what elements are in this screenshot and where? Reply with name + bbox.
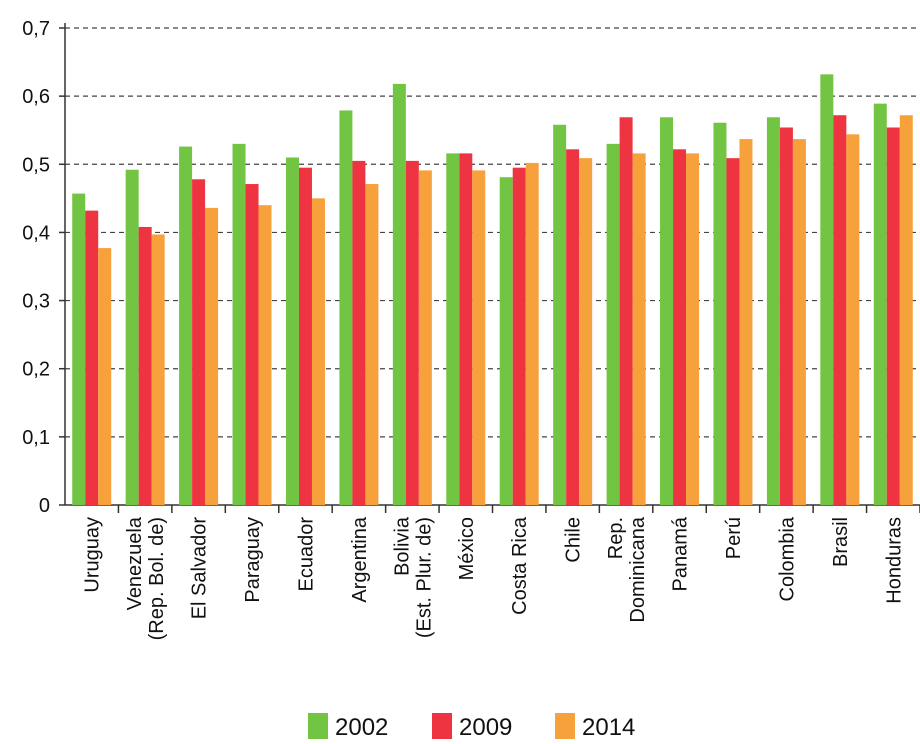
bar (512, 167, 526, 505)
x-tick-label: Venezuela (Rep. Bol. de) (124, 516, 168, 640)
bar (392, 83, 406, 506)
x-tick-label-line: El Salvador (189, 517, 211, 620)
bar (553, 124, 567, 506)
bar (606, 143, 620, 506)
x-tick-label-line: Bolivia (391, 516, 413, 576)
x-tick-label: México (456, 517, 478, 580)
y-tick-label: 0,6 (22, 86, 50, 108)
bar (713, 122, 727, 506)
bar (192, 179, 206, 505)
bar (873, 103, 887, 505)
bar (205, 207, 219, 505)
x-tick-label: Colombia (776, 516, 798, 601)
bar (833, 115, 847, 506)
bar (418, 170, 432, 505)
x-tick-label: Argentina (349, 516, 371, 602)
y-tick-label: 0,2 (22, 359, 50, 381)
x-tick-label-line: Ecuador (295, 517, 317, 592)
bar (232, 143, 246, 506)
bar (179, 146, 193, 505)
x-tick-label: Perú (723, 517, 745, 559)
bar (525, 162, 539, 505)
y-tick-label: 0,3 (22, 291, 50, 313)
x-tick-label-line: (Rep. Bol. de) (146, 517, 168, 640)
x-tick-label: Panamá (670, 516, 692, 591)
bar (899, 115, 913, 506)
x-tick-label-line: Brasil (830, 517, 852, 567)
bar (579, 158, 593, 505)
bar (285, 157, 299, 505)
bar (779, 127, 793, 505)
x-tick-label-line: Venezuela (124, 516, 146, 610)
bar (499, 177, 513, 506)
bar (405, 160, 419, 505)
x-tick-label-line: Honduras (883, 517, 905, 604)
bar (686, 153, 700, 505)
bar (792, 139, 806, 505)
bar (138, 226, 152, 505)
legend-swatch (555, 713, 575, 739)
x-tick-label: Rep. Dominicana (605, 516, 649, 622)
bar (472, 170, 486, 505)
x-tick-label-line: Perú (723, 517, 745, 559)
bar (619, 117, 633, 505)
bar (446, 153, 460, 505)
x-tick-label-line: Paraguay (242, 517, 264, 603)
x-tick-label: Paraguay (242, 517, 264, 603)
bar (311, 198, 325, 505)
x-tick-label: Bolivia (Est. Plur. de) (391, 516, 435, 638)
x-tick-label-line: Rep. (605, 517, 627, 559)
bar (846, 134, 860, 505)
x-tick-label-line: México (456, 517, 478, 580)
legend-label: 2009 (459, 714, 512, 741)
x-tick-label: Costa Rica (509, 516, 531, 615)
bar (739, 139, 753, 505)
x-tick-label-line: Chile (563, 517, 585, 563)
bar (766, 117, 780, 505)
y-tick-label: 0,1 (22, 427, 50, 449)
bar (566, 149, 580, 505)
y-tick-label: 0,5 (22, 154, 50, 176)
x-tick-label-line: Dominicana (627, 516, 649, 622)
bar (726, 158, 740, 505)
x-tick-label: Chile (563, 517, 585, 563)
x-tick-label-line: Panamá (670, 516, 692, 591)
bar (125, 169, 139, 506)
bar (85, 210, 99, 505)
legend-label: 2014 (582, 714, 635, 741)
bar (151, 234, 165, 506)
bar (72, 193, 86, 505)
x-tick-label: Honduras (883, 517, 905, 604)
x-tick-label-line: Costa Rica (509, 516, 531, 615)
x-tick-label-line: Uruguay (82, 517, 104, 593)
x-tick-label-line: Colombia (776, 516, 798, 601)
x-tick-label-line: (Est. Plur. de) (413, 517, 435, 638)
bar (298, 167, 312, 505)
y-tick-label: 0,4 (22, 222, 50, 244)
x-tick-label: El Salvador (189, 517, 211, 620)
x-tick-label-line: Argentina (349, 516, 371, 602)
bar (258, 205, 272, 505)
bar (339, 110, 353, 506)
bar (632, 153, 646, 505)
legend-swatch (308, 713, 328, 739)
y-tick-label: 0,7 (22, 18, 50, 40)
legend-label: 2002 (335, 714, 388, 741)
bar (245, 184, 259, 505)
bar (352, 160, 366, 505)
x-tick-label: Ecuador (295, 517, 317, 592)
x-tick-label: Brasil (830, 517, 852, 567)
bar (673, 149, 687, 505)
bar (365, 184, 379, 505)
legend-swatch (432, 713, 452, 739)
bar (886, 127, 900, 505)
y-tick-label: 0 (39, 495, 50, 517)
bar (660, 117, 674, 505)
bar (98, 248, 112, 505)
x-tick-label: Uruguay (82, 517, 104, 593)
bar (459, 153, 473, 505)
bar (820, 74, 834, 505)
